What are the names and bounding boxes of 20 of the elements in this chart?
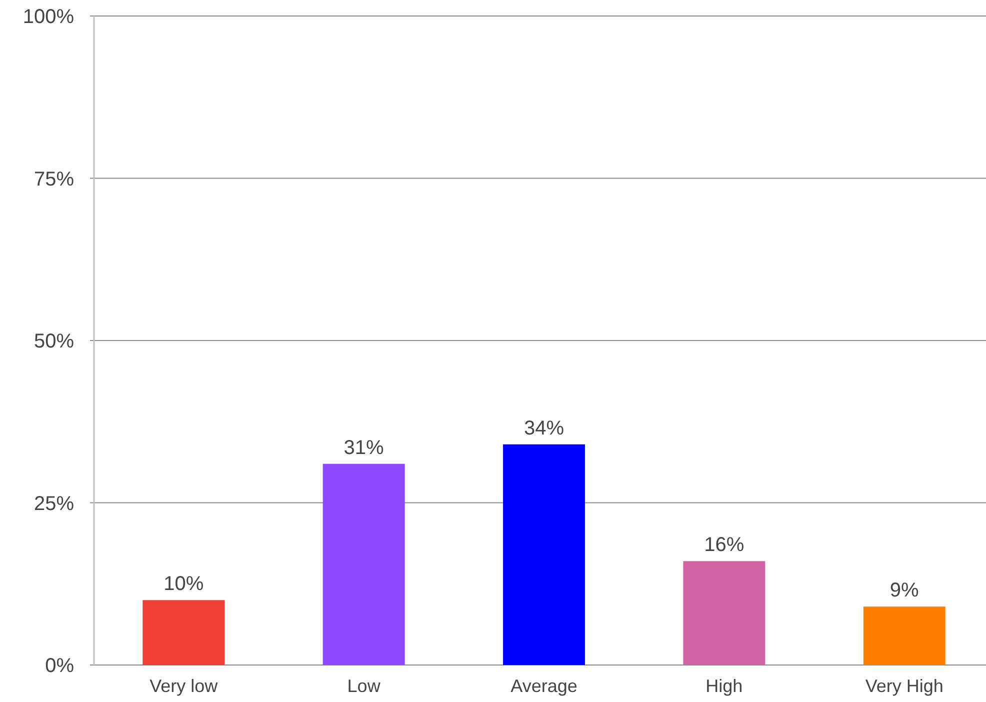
x-tick-label: High xyxy=(706,676,743,696)
bar xyxy=(683,561,766,665)
bar xyxy=(863,606,946,665)
bar xyxy=(503,444,585,665)
y-tick-label: 75% xyxy=(34,168,74,190)
data-label: 34% xyxy=(524,417,564,440)
x-tick-label: Very low xyxy=(150,676,219,696)
x-tick-label: Very High xyxy=(865,676,944,696)
y-tick-label: 0% xyxy=(45,655,74,677)
y-tick-label: 100% xyxy=(22,6,74,28)
x-tick-label: Low xyxy=(347,676,382,696)
bar xyxy=(322,464,405,665)
y-tick-label: 25% xyxy=(34,492,74,515)
bar xyxy=(142,600,225,665)
data-label: 9% xyxy=(890,580,920,602)
y-tick-label: 50% xyxy=(34,330,74,352)
data-label: 31% xyxy=(344,436,384,459)
x-tick-label: Average xyxy=(510,676,578,696)
data-label: 10% xyxy=(164,573,204,596)
data-label: 16% xyxy=(704,534,744,556)
